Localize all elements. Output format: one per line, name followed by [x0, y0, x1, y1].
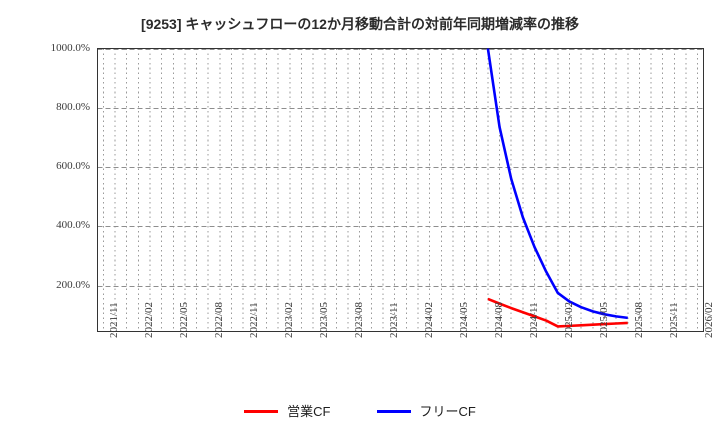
y-axis-tick-label: 200.0% — [56, 278, 90, 291]
legend-label: フリーCF — [419, 404, 476, 419]
y-axis-tick-label: 1000.0% — [50, 41, 90, 54]
x-axis-tick-label: 2022/08 — [213, 301, 226, 338]
x-axis-tick-label: 2022/11 — [248, 301, 261, 338]
x-axis-tick-label: 2021/11 — [108, 301, 121, 338]
legend-color-swatch — [244, 410, 279, 413]
x-axis-tick-label: 2024/02 — [422, 301, 435, 338]
x-axis-tick-label: 2026/02 — [702, 301, 715, 338]
x-axis-tick-label: 2025/05 — [597, 301, 610, 338]
x-axis-tick-label: 2024/08 — [492, 301, 505, 338]
x-axis-tick-label: 2024/11 — [527, 301, 540, 338]
y-axis-tick-label: 600.0% — [56, 160, 90, 173]
x-axis-tick-label: 2023/02 — [283, 301, 296, 338]
legend-item[interactable]: フリーCF — [376, 404, 476, 419]
chart-legend: 営業CF フリーCF — [0, 405, 720, 418]
x-axis-tick-label: 2025/11 — [667, 301, 680, 338]
legend-label: 営業CF — [287, 404, 331, 419]
x-axis-tick-label: 2025/08 — [632, 301, 645, 338]
x-axis-tick-label: 2023/05 — [318, 301, 331, 338]
x-axis-tick-label: 2024/05 — [457, 301, 470, 338]
legend-item[interactable]: 営業CF — [244, 404, 331, 419]
x-axis-tick-label: 2025/02 — [562, 301, 575, 338]
x-axis-tick-label: 2022/02 — [143, 301, 156, 338]
x-axis-tick-label: 2023/08 — [353, 301, 366, 338]
x-axis-tick-label: 2023/11 — [388, 301, 401, 338]
x-axis-tick-label: 2022/05 — [178, 301, 191, 338]
legend-color-swatch — [376, 410, 411, 413]
y-axis-tick-label: 400.0% — [56, 219, 90, 232]
y-axis-tick-label: 800.0% — [56, 100, 90, 113]
page-title: [9253] キャッシュフローの12か月移動合計の対前年同期増減率の推移 — [141, 16, 579, 32]
